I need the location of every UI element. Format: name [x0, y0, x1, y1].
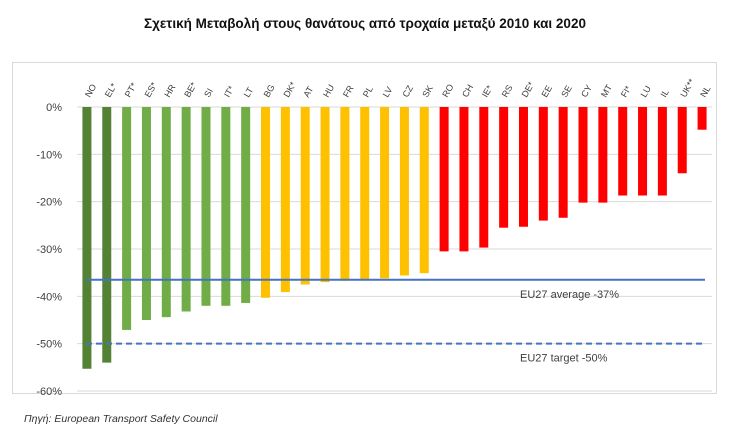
y-tick-label: -50%	[36, 339, 62, 351]
bar	[241, 107, 251, 303]
x-tick-label: FI*	[619, 84, 634, 99]
x-tick-label: LT	[242, 85, 256, 99]
x-tick-label: PT*	[123, 81, 139, 99]
x-tick-label: NO	[83, 82, 98, 99]
x-tick-label: IT*	[222, 84, 237, 99]
bar	[82, 107, 92, 369]
x-tick-label: RS	[500, 83, 515, 99]
x-tick-label: DE*	[520, 80, 537, 99]
bar	[261, 107, 271, 298]
x-tick-label: PL	[361, 84, 375, 99]
x-tick-label: BG	[262, 83, 277, 99]
x-tick-label: CZ	[400, 83, 415, 99]
x-tick-label: SI	[202, 87, 215, 99]
source-note: Πηγή: European Transport Safety Council	[24, 413, 218, 425]
bar	[518, 107, 528, 227]
bar	[459, 107, 469, 252]
bar	[300, 107, 310, 285]
bar	[360, 107, 370, 280]
bar	[578, 107, 588, 203]
bar	[638, 107, 648, 196]
reference-line-label: EU27 average -37%	[520, 289, 619, 301]
y-tick-label: -40%	[36, 291, 62, 303]
bar	[201, 107, 211, 306]
bar	[657, 107, 667, 196]
bar	[280, 107, 290, 293]
chart-title: Σχετική Μεταβολή στους θανάτους από τροχ…	[144, 16, 586, 31]
x-tick-label: IL	[658, 87, 670, 99]
bar	[499, 107, 509, 228]
bar	[161, 107, 171, 318]
bar	[102, 107, 112, 363]
bar	[320, 107, 330, 283]
x-tick-label: ES*	[143, 80, 160, 99]
x-tick-label: HU	[321, 83, 336, 99]
chart-frame	[12, 62, 717, 394]
x-tick-label: HR	[162, 82, 177, 99]
reference-line-label: EU27 target -50%	[520, 353, 608, 365]
x-tick-label: EL*	[103, 81, 119, 99]
y-tick-label: -30%	[36, 244, 62, 256]
x-tick-label: NL	[698, 84, 712, 99]
x-tick-label: SK	[420, 84, 435, 99]
bar	[697, 107, 707, 130]
x-tick-label: BE*	[182, 80, 199, 99]
y-tick-label: 0%	[46, 102, 62, 114]
x-tick-label: FR	[341, 83, 356, 99]
bar	[439, 107, 449, 252]
x-tick-label: AT	[301, 84, 315, 99]
x-tick-label: CH	[460, 83, 475, 99]
x-tick-label: RO	[440, 82, 455, 99]
y-tick-label: -60%	[36, 386, 62, 398]
x-tick-label: SE	[559, 84, 574, 99]
bar	[181, 107, 191, 312]
bar	[340, 107, 350, 281]
x-tick-label: CY	[579, 83, 594, 99]
y-tick-label: -20%	[36, 197, 62, 209]
bar	[399, 107, 409, 276]
bar	[122, 107, 132, 330]
x-tick-label: LV	[381, 85, 395, 99]
x-tick-label: LU	[639, 84, 653, 99]
bar	[419, 107, 429, 274]
bar	[141, 107, 151, 320]
bar	[677, 107, 687, 174]
bar	[221, 107, 231, 306]
bar	[598, 107, 608, 203]
x-tick-label: UK**	[678, 77, 697, 99]
x-tick-label: EE	[539, 84, 554, 99]
x-tick-label: DK*	[281, 80, 298, 99]
bar	[558, 107, 568, 218]
x-tick-label: MT	[599, 82, 614, 99]
x-tick-label: IE*	[480, 83, 495, 99]
bar	[538, 107, 548, 221]
y-tick-label: -10%	[36, 149, 62, 161]
bar	[618, 107, 628, 196]
bar	[380, 107, 390, 279]
bar	[479, 107, 489, 248]
